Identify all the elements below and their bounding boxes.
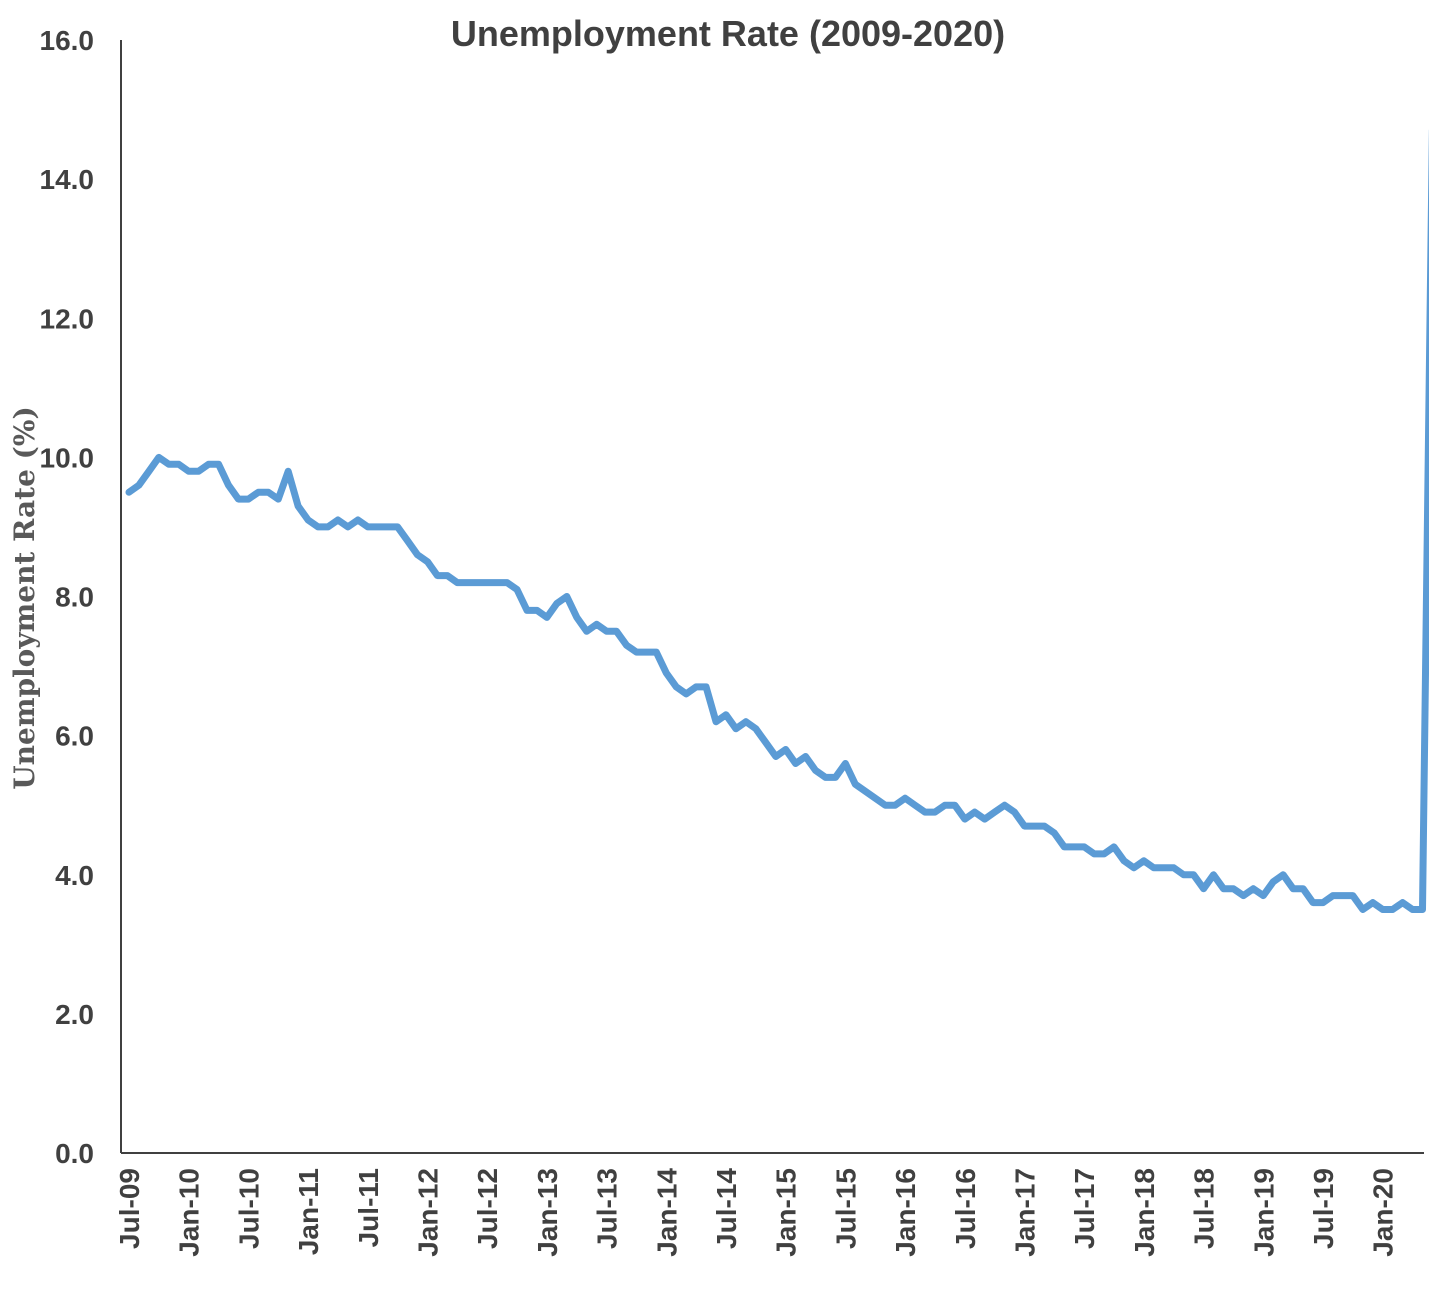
series-line (125, 129, 1429, 913)
x-tick-label: Jul-18 (1189, 1168, 1220, 1249)
x-tick-label: Jul-16 (950, 1168, 981, 1249)
x-tick-label: Jan-19 (1248, 1168, 1279, 1257)
x-tick-label: Jul-14 (711, 1168, 742, 1249)
y-tick-label: 6.0 (55, 721, 94, 752)
chart-title: Unemployment Rate (2009-2020) (451, 13, 1005, 54)
y-axis-label: Unemployment Rate (%) (8, 406, 41, 790)
x-tick-label: Jul-10 (233, 1168, 264, 1249)
x-tick-label: Jul-09 (114, 1168, 145, 1249)
x-tick-label: Jan-18 (1129, 1168, 1160, 1257)
x-tick-label: Jul-13 (592, 1168, 623, 1249)
x-tick-label: Jul-19 (1308, 1168, 1339, 1249)
y-tick-label: 8.0 (55, 582, 94, 613)
x-tick-label: Jan-14 (651, 1168, 682, 1257)
y-axis-ticks: 0.0 2.0 4.0 6.0 8.0 10.0 12.0 14.0 16.0 (40, 25, 95, 1169)
x-tick-label: Jan-11 (293, 1168, 324, 1255)
y-tick-label: 14.0 (40, 164, 95, 195)
x-tick-label: Jan-17 (1010, 1168, 1041, 1257)
x-axis-ticks: Jul-09 Jan-10 Jul-10 Jan-11 Jul-11 Jan-12 Jul-… (114, 1168, 1399, 1257)
x-tick-label: Jan-10 (174, 1168, 205, 1257)
y-tick-label: 4.0 (55, 860, 94, 891)
x-tick-label: Jul-11 (353, 1168, 384, 1247)
y-tick-label: 16.0 (40, 25, 95, 56)
x-tick-label: Jan-12 (413, 1168, 444, 1257)
x-tick-label: Jan-15 (771, 1168, 802, 1257)
x-tick-label: Jan-20 (1368, 1168, 1399, 1257)
y-tick-label: 0.0 (55, 1138, 94, 1169)
y-tick-label: 12.0 (40, 303, 95, 334)
x-tick-label: Jan-13 (532, 1168, 563, 1257)
x-tick-label: Jul-15 (830, 1168, 861, 1249)
x-tick-label: Jan-16 (890, 1168, 921, 1257)
x-tick-label: Jul-12 (472, 1168, 503, 1249)
x-tick-label: Jul-17 (1069, 1168, 1100, 1249)
y-tick-label: 2.0 (55, 999, 94, 1030)
y-tick-label: 10.0 (40, 442, 95, 473)
